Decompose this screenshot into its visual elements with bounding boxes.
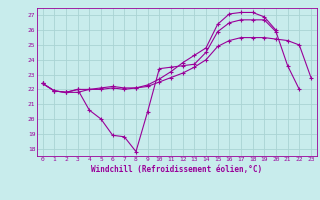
X-axis label: Windchill (Refroidissement éolien,°C): Windchill (Refroidissement éolien,°C)	[91, 165, 262, 174]
